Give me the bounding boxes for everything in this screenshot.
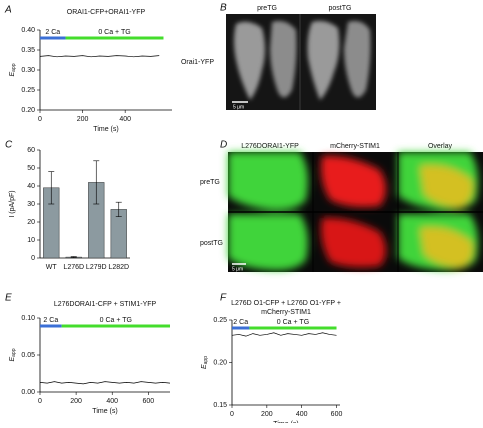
y-axis-label: Eapp (9, 348, 17, 361)
chart-title: ORAI1-CFP+ORAI1-YFP (67, 9, 146, 16)
trace (39, 381, 171, 385)
x-tick-label: 200 (77, 116, 89, 123)
y-axis-label: I (pA/pF) (9, 190, 16, 217)
error-bar (48, 171, 55, 205)
y-axis-label: Eapp (9, 63, 17, 76)
y-tick-label: 0.00 (21, 389, 35, 396)
error-bar (93, 160, 100, 205)
x-tick-label: 600 (331, 411, 343, 418)
y-tick-label: 0.25 (213, 317, 227, 324)
y-tick-label: 0.10 (21, 315, 35, 322)
condition-label: 0 Ca + TG (277, 319, 309, 326)
x-tick-label: 400 (296, 411, 308, 418)
x-tick-label: 0 (38, 116, 42, 123)
y-axis-label-sub: app (11, 63, 17, 72)
y-axis-label-main: I (pA/pF) (9, 190, 16, 217)
cells (228, 152, 478, 271)
condition-label: 0 Ca + TG (100, 317, 132, 324)
y-tick-label: 0.15 (213, 402, 227, 409)
chart-title: L276D O1-CFP + L276D O1-YFP + (231, 300, 341, 307)
y-tick-label: 0 (31, 255, 35, 262)
y-tick-label: 50 (27, 165, 35, 172)
x-tick-label: 200 (70, 398, 82, 405)
error-bar (115, 201, 122, 217)
panel-letter: D (220, 140, 227, 151)
x-tick-label: 400 (106, 398, 118, 405)
condition-label: 0 Ca + TG (98, 29, 130, 36)
x-axis-label: Time (s) (93, 126, 118, 133)
error-bar (70, 256, 77, 258)
x-tick-label: 400 (119, 116, 131, 123)
y-axis-label-sub: app (203, 356, 209, 365)
y-tick-label: 10 (27, 237, 35, 244)
y-axis-label-main: E (9, 72, 16, 77)
y-tick-label: 0.20 (213, 359, 227, 366)
panel-letter: A (4, 5, 12, 16)
x-tick-label: 0 (38, 398, 42, 405)
x-tick-label: L282D (108, 264, 129, 271)
y-tick-label: 0.20 (21, 107, 35, 114)
y-tick-label: 40 (27, 183, 35, 190)
column-header: preTG (257, 5, 277, 12)
panel-letter: F (220, 293, 227, 304)
y-tick-label: 0.25 (21, 87, 35, 94)
cells (234, 20, 371, 100)
column-header: postTG (329, 5, 352, 12)
y-tick-label: 0.40 (21, 27, 35, 34)
panel-letter: C (5, 140, 13, 151)
y-tick-label: 60 (27, 147, 35, 154)
y-axis-label-main: E (9, 357, 16, 362)
chart-title: L276DORAI1-CFP + STIM1-YFP (54, 301, 157, 308)
row-label: preTG (200, 179, 220, 186)
y-tick-label: 30 (27, 201, 35, 208)
y-tick-label: 20 (27, 219, 35, 226)
trace (39, 55, 160, 58)
x-tick-label: 600 (142, 398, 154, 405)
trace (231, 332, 337, 337)
image-panel-d: D L276DORAI1-YFP mCherry-STIM1 Overlay p… (200, 140, 483, 272)
x-tick-label: 200 (261, 411, 273, 418)
y-axis-label: Eapp (201, 356, 209, 369)
condition-label: 2 Ca (43, 317, 58, 324)
row-label: postTG (200, 240, 223, 247)
y-axis-label-main: E (201, 364, 208, 369)
scale-bar-label: 5 μm (233, 104, 244, 110)
x-tick-label: L279D (86, 264, 107, 271)
x-axis-label: Time (s) (92, 408, 117, 415)
y-tick-label: 0.05 (21, 352, 35, 359)
column-header: L276DORAI1-YFP (241, 143, 299, 150)
y-axis-label-sub: app (11, 348, 17, 357)
panel-letter: B (220, 3, 227, 14)
y-tick-label: 0.35 (21, 47, 35, 54)
column-header: Overlay (428, 143, 453, 150)
scale-bar-label: 5 μm (232, 266, 243, 272)
row-label: Orai1-YFP (181, 59, 214, 66)
y-tick-label: 0.30 (21, 67, 35, 74)
panel-letter: E (5, 293, 12, 304)
x-tick-label: WT (46, 264, 58, 271)
chart-title: mCherry-STIM1 (261, 309, 311, 316)
x-tick-label: L276D (63, 264, 84, 271)
column-header: mCherry-STIM1 (330, 143, 380, 150)
x-tick-label: 0 (230, 411, 234, 418)
image-panel-b: B preTG postTG Orai1-YFP 5 μm (181, 3, 376, 110)
condition-label: 2 Ca (45, 29, 60, 36)
condition-label: 2 Ca (233, 319, 248, 326)
